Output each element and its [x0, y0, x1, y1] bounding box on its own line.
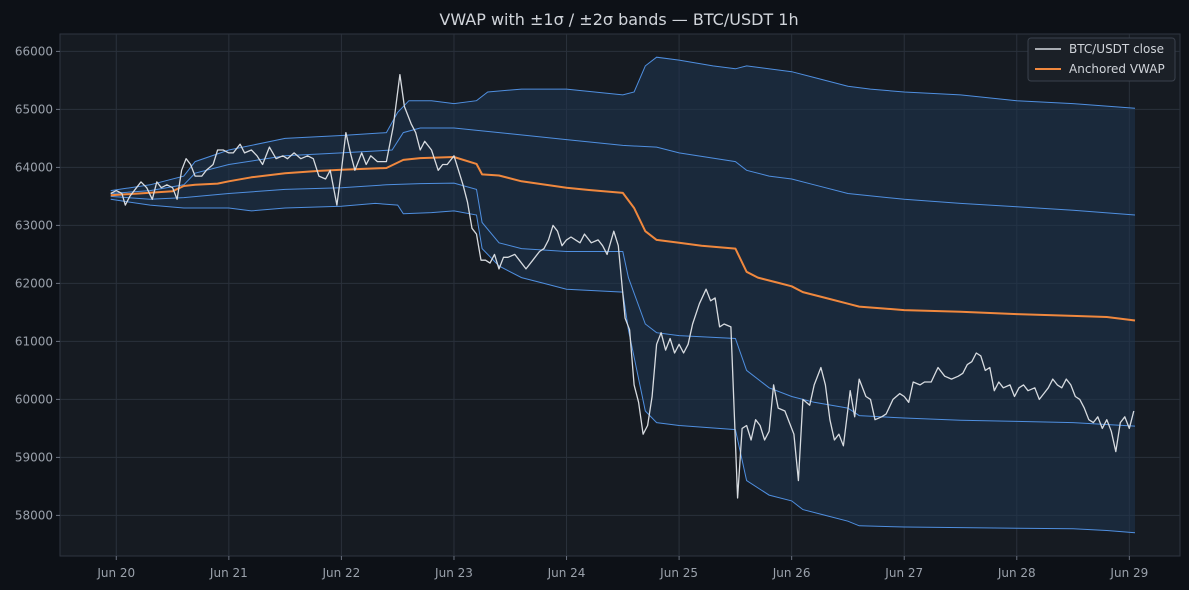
x-tick-label: Jun 20: [96, 566, 135, 580]
y-tick-label: 65000: [15, 102, 53, 116]
lower-1sigma-band: [110, 182, 1136, 427]
upper-1sigma-band: [110, 127, 1136, 216]
upper-2sigma-band: [110, 56, 1136, 192]
x-tick-label: Jun 25: [659, 566, 698, 580]
legend: BTC/USDT close Anchored VWAP: [1027, 37, 1176, 82]
x-tick-label: Jun 27: [884, 566, 923, 580]
x-tick-label: Jun 23: [434, 566, 473, 580]
price-line: [110, 73, 1135, 499]
x-tick-label: Jun 22: [321, 566, 360, 580]
vwap-line-layer: [110, 156, 1136, 322]
axis-ticks: 58000 59000 60000 61000 62000 63000 64000 65000…: [15, 44, 1148, 580]
y-tick-label: 66000: [15, 44, 53, 58]
x-tick-label: Jun 29: [1109, 566, 1148, 580]
vwap-line: [110, 156, 1136, 322]
x-tick-label: Jun 26: [772, 566, 811, 580]
legend-vwap-label: Anchored VWAP: [1069, 62, 1165, 76]
band-fill: [110, 57, 1136, 533]
x-tick-label: Jun 28: [997, 566, 1036, 580]
legend-price-label: BTC/USDT close: [1069, 42, 1164, 56]
x-tick-label: Jun 24: [547, 566, 586, 580]
y-tick-label: 63000: [15, 218, 53, 232]
chart-title: VWAP with ±1σ / ±2σ bands — BTC/USDT 1h: [439, 10, 798, 29]
y-tick-label: 59000: [15, 450, 53, 464]
y-tick-label: 62000: [15, 276, 53, 290]
legend-box: [1027, 37, 1176, 82]
y-tick-label: 58000: [15, 508, 53, 522]
y-tick-label: 64000: [15, 160, 53, 174]
y-tick-label: 60000: [15, 392, 53, 406]
y-tick-label: 61000: [15, 334, 53, 348]
price-line-layer: [110, 73, 1135, 499]
x-tick-label: Jun 21: [209, 566, 248, 580]
band-fill-layer: [110, 57, 1136, 533]
